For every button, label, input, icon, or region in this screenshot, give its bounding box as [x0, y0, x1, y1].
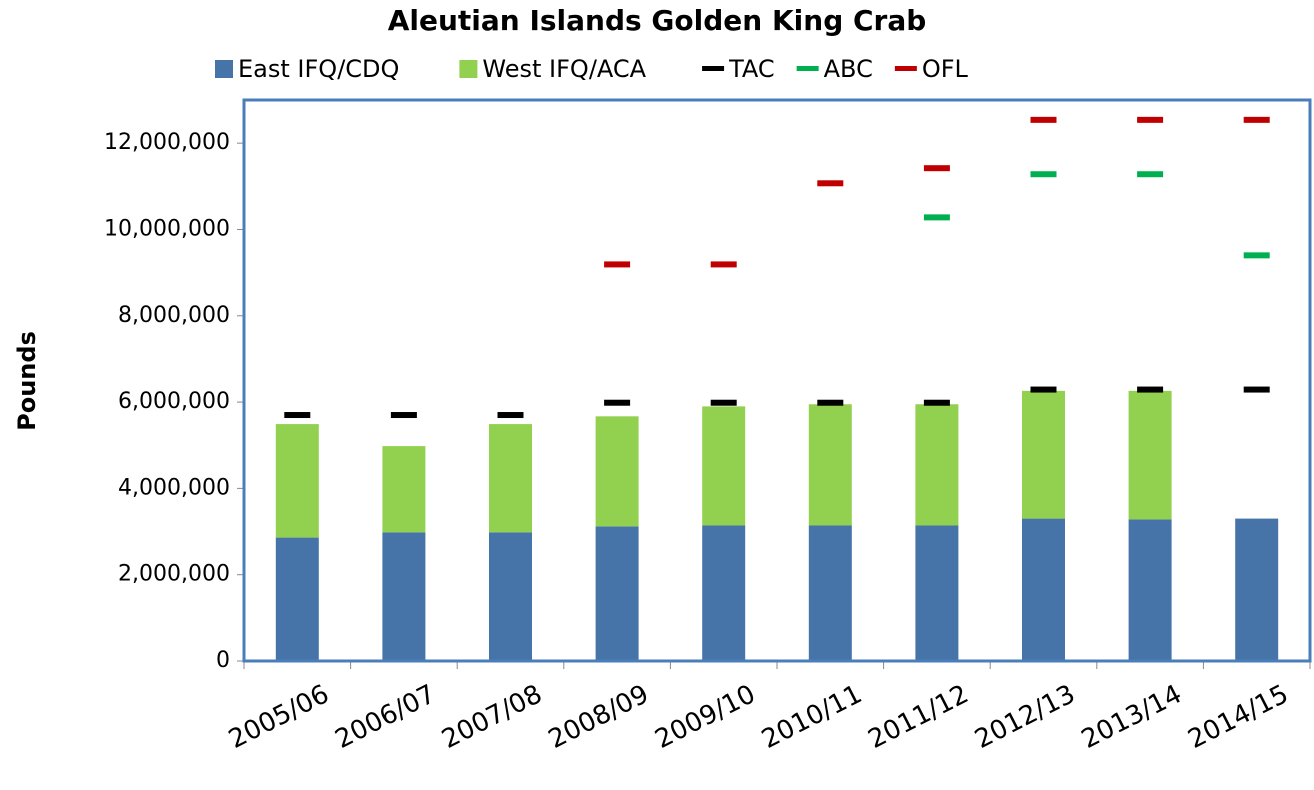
y-tick-label: 10,000,000 [104, 216, 230, 241]
legend-swatch [894, 66, 917, 71]
x-tick-label: 2006/07 [331, 679, 441, 755]
chart-title: Aleutian Islands Golden King Crab [388, 4, 927, 37]
bar [595, 416, 639, 527]
marker [1243, 116, 1270, 123]
y-tick-label: 4,000,000 [118, 475, 230, 500]
bar [489, 532, 532, 661]
marker [1030, 171, 1057, 178]
y-tick-label: 12,000,000 [104, 130, 230, 155]
bar [382, 532, 426, 661]
marker [923, 165, 950, 172]
legend-label: OFL [922, 55, 969, 83]
marker [604, 399, 631, 406]
marker [923, 214, 950, 221]
legend-label: East IFQ/CDQ [238, 55, 399, 83]
bar [1022, 390, 1065, 519]
y-axis-label: Pounds [13, 331, 41, 431]
x-tick-label: 2011/12 [864, 679, 974, 755]
marker [710, 399, 737, 406]
x-tick-label: 2009/10 [650, 679, 760, 755]
x-tick-label: 2008/09 [544, 679, 654, 755]
marker [1030, 116, 1057, 123]
legend-label: West IFQ/ACA [482, 55, 646, 83]
x-tick-label: 2012/13 [970, 679, 1080, 755]
bar [1128, 390, 1172, 520]
bar [915, 404, 959, 526]
marker [390, 412, 417, 419]
x-tick-label: 2007/08 [437, 679, 547, 755]
marker [284, 412, 311, 419]
y-tick-label: 0 [216, 648, 230, 673]
bar [382, 446, 426, 533]
marker [1243, 252, 1270, 259]
bar [1022, 518, 1065, 661]
bar [595, 526, 639, 661]
legend-label: TAC [728, 55, 775, 83]
bar [489, 424, 532, 533]
plot-border [242, 98, 1312, 663]
y-tick-label: 8,000,000 [118, 303, 230, 328]
x-tick-label: 2014/15 [1183, 679, 1293, 755]
y-tick-label: 6,000,000 [118, 389, 230, 414]
x-tick-label: 2010/11 [757, 679, 867, 755]
x-tick-label: 2013/14 [1077, 679, 1187, 755]
bar [275, 537, 319, 661]
legend-label: ABC [824, 55, 873, 83]
bar [1128, 519, 1172, 661]
legend-swatch [459, 60, 478, 78]
legend-swatch [215, 60, 233, 78]
marker [923, 399, 950, 406]
x-tick-label: 2005/06 [224, 679, 334, 755]
bar [702, 525, 746, 661]
bar [702, 406, 746, 526]
bar [808, 404, 852, 526]
marker [604, 261, 631, 268]
marker [1137, 386, 1164, 393]
marker [817, 180, 844, 187]
marker [1137, 171, 1164, 178]
bar [915, 525, 959, 661]
marker [497, 412, 524, 419]
marker [710, 261, 737, 268]
marker [1030, 386, 1057, 393]
marker [817, 399, 844, 406]
bar [275, 424, 319, 538]
bar [1235, 518, 1279, 661]
marker [1243, 386, 1270, 393]
y-tick-label: 2,000,000 [118, 562, 230, 587]
legend-swatch [702, 66, 725, 71]
legend-swatch [796, 66, 819, 71]
marker [1137, 116, 1164, 123]
bar [808, 525, 852, 661]
